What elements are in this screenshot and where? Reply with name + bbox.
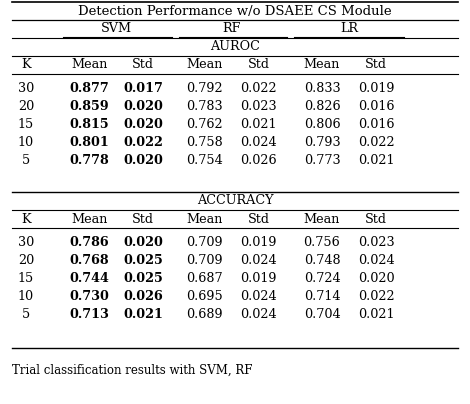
Text: 0.025: 0.025 bbox=[124, 273, 163, 286]
Text: 0.016: 0.016 bbox=[358, 118, 394, 131]
Text: 15: 15 bbox=[18, 273, 34, 286]
Text: 30: 30 bbox=[18, 82, 34, 95]
Text: 0.020: 0.020 bbox=[124, 236, 163, 250]
Text: 0.806: 0.806 bbox=[304, 118, 340, 131]
Text: 5: 5 bbox=[22, 154, 30, 168]
Text: LR: LR bbox=[340, 23, 358, 36]
Text: 0.024: 0.024 bbox=[240, 309, 277, 322]
Text: 0.021: 0.021 bbox=[358, 309, 394, 322]
Text: AUROC: AUROC bbox=[210, 40, 260, 53]
Text: K: K bbox=[21, 59, 31, 72]
Text: Mean: Mean bbox=[186, 59, 223, 72]
Text: 0.792: 0.792 bbox=[186, 82, 223, 95]
Text: 0.017: 0.017 bbox=[124, 82, 163, 95]
Text: Mean: Mean bbox=[71, 213, 108, 225]
Text: SVM: SVM bbox=[101, 23, 132, 36]
Text: 0.024: 0.024 bbox=[240, 290, 277, 303]
Text: 0.826: 0.826 bbox=[304, 101, 340, 114]
Text: K: K bbox=[21, 213, 31, 225]
Text: 0.783: 0.783 bbox=[186, 101, 223, 114]
Text: 0.713: 0.713 bbox=[70, 309, 109, 322]
Text: 0.021: 0.021 bbox=[358, 154, 394, 168]
Text: 20: 20 bbox=[18, 101, 34, 114]
Text: 10: 10 bbox=[18, 137, 34, 149]
Text: 0.024: 0.024 bbox=[358, 255, 394, 267]
Text: 0.786: 0.786 bbox=[70, 236, 109, 250]
Text: 0.024: 0.024 bbox=[240, 137, 277, 149]
Text: 15: 15 bbox=[18, 118, 34, 131]
Text: 20: 20 bbox=[18, 255, 34, 267]
Text: Mean: Mean bbox=[304, 59, 340, 72]
Text: 0.695: 0.695 bbox=[186, 290, 223, 303]
Text: Detection Performance w/o DSAEE CS Module: Detection Performance w/o DSAEE CS Modul… bbox=[78, 4, 392, 17]
Text: 0.709: 0.709 bbox=[186, 236, 223, 250]
Text: 5: 5 bbox=[22, 309, 30, 322]
Text: Std: Std bbox=[365, 59, 387, 72]
Text: 0.778: 0.778 bbox=[70, 154, 109, 168]
Text: 0.021: 0.021 bbox=[240, 118, 277, 131]
Text: 0.687: 0.687 bbox=[186, 273, 223, 286]
Text: 0.020: 0.020 bbox=[358, 273, 394, 286]
Text: 0.023: 0.023 bbox=[240, 101, 277, 114]
Text: 0.859: 0.859 bbox=[70, 101, 109, 114]
Text: Mean: Mean bbox=[304, 213, 340, 225]
Text: 0.025: 0.025 bbox=[124, 255, 163, 267]
Text: 0.022: 0.022 bbox=[358, 137, 394, 149]
Text: 0.801: 0.801 bbox=[70, 137, 109, 149]
Text: 0.730: 0.730 bbox=[70, 290, 109, 303]
Text: 30: 30 bbox=[18, 236, 34, 250]
Text: 0.022: 0.022 bbox=[240, 82, 277, 95]
Text: 0.019: 0.019 bbox=[358, 82, 394, 95]
Text: 0.019: 0.019 bbox=[240, 273, 277, 286]
Text: 0.026: 0.026 bbox=[124, 290, 163, 303]
Text: 0.833: 0.833 bbox=[304, 82, 340, 95]
Text: 0.768: 0.768 bbox=[70, 255, 109, 267]
Text: 0.024: 0.024 bbox=[240, 255, 277, 267]
Text: 0.744: 0.744 bbox=[70, 273, 109, 286]
Text: 0.762: 0.762 bbox=[186, 118, 223, 131]
Text: 0.709: 0.709 bbox=[186, 255, 223, 267]
Text: 0.026: 0.026 bbox=[240, 154, 277, 168]
Text: 0.877: 0.877 bbox=[70, 82, 109, 95]
Text: 10: 10 bbox=[18, 290, 34, 303]
Text: 0.704: 0.704 bbox=[304, 309, 340, 322]
Text: 0.714: 0.714 bbox=[304, 290, 340, 303]
Text: Std: Std bbox=[248, 59, 269, 72]
Text: 0.020: 0.020 bbox=[124, 118, 163, 131]
Text: Std: Std bbox=[133, 213, 154, 225]
Text: 0.756: 0.756 bbox=[304, 236, 340, 250]
Text: Mean: Mean bbox=[71, 59, 108, 72]
Text: Std: Std bbox=[248, 213, 269, 225]
Text: 0.758: 0.758 bbox=[186, 137, 223, 149]
Text: 0.021: 0.021 bbox=[124, 309, 163, 322]
Text: 0.023: 0.023 bbox=[358, 236, 394, 250]
Text: 0.748: 0.748 bbox=[304, 255, 340, 267]
Text: Trial classification results with SVM, RF: Trial classification results with SVM, R… bbox=[12, 364, 252, 377]
Text: 0.020: 0.020 bbox=[124, 101, 163, 114]
Text: 0.022: 0.022 bbox=[358, 290, 394, 303]
Text: 0.724: 0.724 bbox=[304, 273, 340, 286]
Text: RF: RF bbox=[222, 23, 241, 36]
Text: 0.754: 0.754 bbox=[186, 154, 223, 168]
Text: 0.022: 0.022 bbox=[124, 137, 163, 149]
Text: 0.020: 0.020 bbox=[124, 154, 163, 168]
Text: 0.689: 0.689 bbox=[186, 309, 223, 322]
Text: Std: Std bbox=[365, 213, 387, 225]
Text: Mean: Mean bbox=[186, 213, 223, 225]
Text: ACCURACY: ACCURACY bbox=[196, 194, 274, 208]
Text: 0.793: 0.793 bbox=[304, 137, 340, 149]
Text: Std: Std bbox=[133, 59, 154, 72]
Text: 0.815: 0.815 bbox=[70, 118, 109, 131]
Text: 0.016: 0.016 bbox=[358, 101, 394, 114]
Text: 0.773: 0.773 bbox=[304, 154, 340, 168]
Text: 0.019: 0.019 bbox=[240, 236, 277, 250]
